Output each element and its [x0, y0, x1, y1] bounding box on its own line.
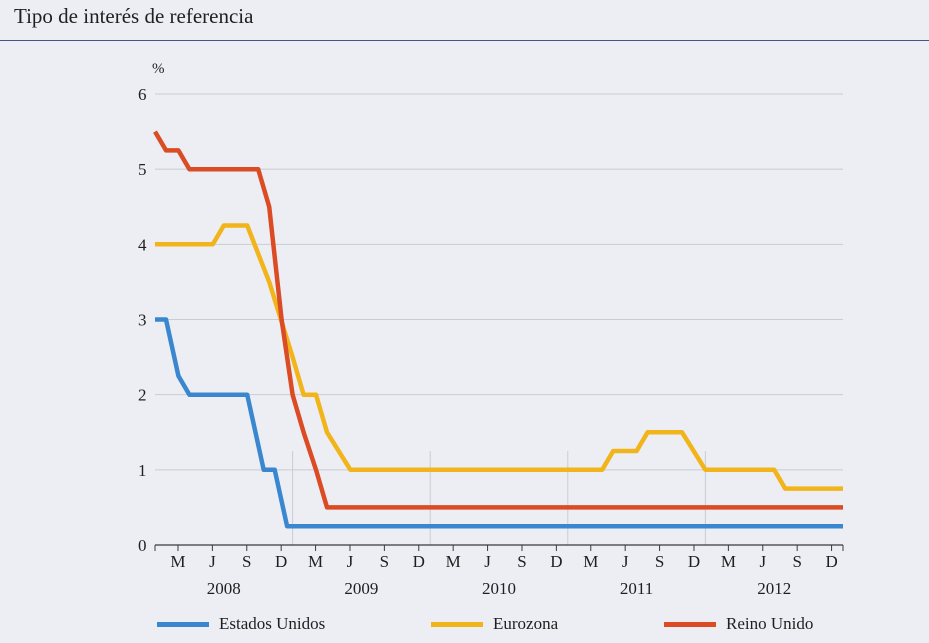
- y-tick-label: 3: [138, 311, 147, 330]
- series-line-estados-unidos: [155, 317, 843, 529]
- legend-swatch: [157, 621, 209, 627]
- x-tick-label: S: [380, 552, 389, 571]
- x-tick-label: M: [170, 552, 185, 571]
- grid: [155, 93, 843, 545]
- legend-item-estados-unidos: Estados Unidos: [157, 612, 325, 636]
- x-tick-label: D: [688, 552, 700, 571]
- legend: Estados Unidos Eurozona Reino Unido: [0, 612, 929, 636]
- title-divider: [0, 40, 929, 41]
- legend-label: Reino Unido: [726, 614, 814, 633]
- axes: 0 1 2 3 4 5 6% M J S D M J S D M J S D M J S D M J S D 2008 2009 2010…: [138, 61, 844, 598]
- x-tick-label: S: [242, 552, 251, 571]
- line-chart: 0 1 2 3 4 5 6% M J S D M J S D M J S D M J S D M J S D 2008 2009 2010…: [138, 61, 844, 598]
- x-tick-label: J: [622, 552, 629, 571]
- x-tick-label: M: [308, 552, 323, 571]
- y-tick-label: 0: [138, 536, 147, 555]
- legend-item-eurozona: Eurozona: [431, 612, 558, 636]
- x-tick-label: D: [825, 552, 837, 571]
- series-line-reino-unido: [153, 130, 843, 510]
- legend-swatch: [431, 621, 483, 627]
- legend-label: Estados Unidos: [219, 614, 326, 633]
- x-tick-label: M: [583, 552, 598, 571]
- legend-item-reino-unido: Reino Unido: [664, 612, 813, 636]
- chart-title: Tipo de interés de referencia: [14, 4, 254, 28]
- y-tick-label: 5: [138, 160, 147, 179]
- y-unit-label: %: [152, 61, 165, 77]
- x-tick-label: M: [721, 552, 736, 571]
- x-tick-label: D: [275, 552, 287, 571]
- x-tick-label: S: [517, 552, 526, 571]
- year-label: 2010: [482, 579, 516, 598]
- series-line-eurozona: [155, 223, 843, 491]
- x-tick-label: J: [759, 552, 766, 571]
- x-tick-label: J: [209, 552, 216, 571]
- y-tick-label: 2: [138, 386, 147, 405]
- x-tick-label: M: [446, 552, 461, 571]
- y-tick-label: 4: [138, 235, 147, 254]
- year-label: 2012: [757, 579, 791, 598]
- legend-swatch: [664, 621, 716, 627]
- year-label: 2008: [207, 579, 241, 598]
- x-tick-label: S: [655, 552, 664, 571]
- x-tick-label: J: [347, 552, 354, 571]
- year-label: 2011: [620, 579, 653, 598]
- x-tick-label: D: [413, 552, 425, 571]
- series-lines: [153, 130, 843, 529]
- y-tick-label: 6: [138, 85, 147, 104]
- year-label: 2009: [344, 579, 378, 598]
- x-tick-label: D: [550, 552, 562, 571]
- x-tick-label: J: [484, 552, 491, 571]
- y-tick-label: 1: [138, 461, 147, 480]
- legend-label: Eurozona: [493, 614, 559, 633]
- x-tick-label: S: [792, 552, 801, 571]
